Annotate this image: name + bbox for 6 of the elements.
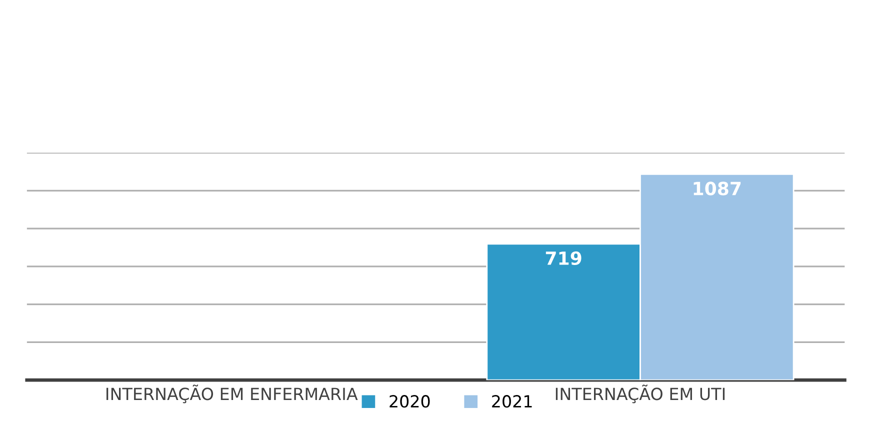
x-tick-label: INTERNAÇÃO EM ENFERMARIA [106, 384, 358, 404]
data-label: 719 [546, 251, 582, 266]
x-tick-label: INTERNAÇÃO EM UTI [556, 384, 725, 404]
legend-label: 2020 [390, 395, 430, 408]
legend-label: 2021 [492, 395, 532, 408]
data-label: 1087 [694, 182, 741, 196]
